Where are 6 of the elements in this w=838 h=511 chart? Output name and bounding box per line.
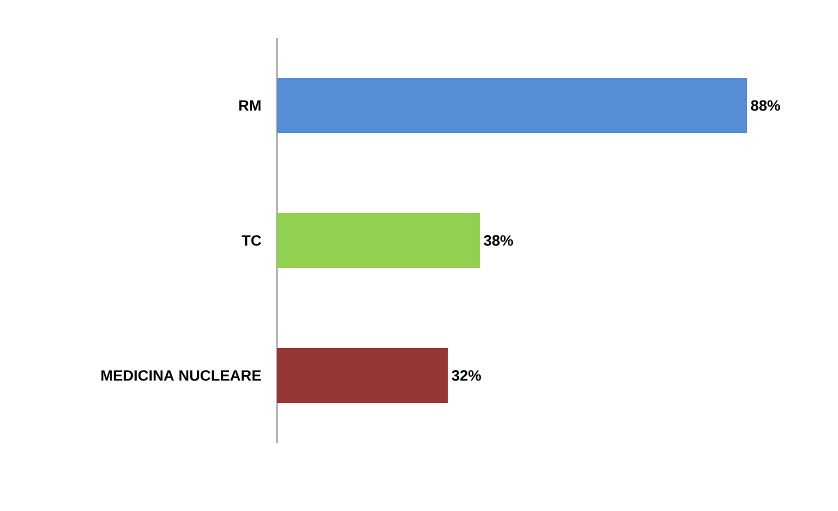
y-tick-label: MEDICINA NUCLEARE (101, 370, 261, 381)
data-label: 32% (452, 370, 481, 381)
data-label: 38% (484, 235, 513, 246)
y-tick-label: RM (239, 100, 260, 111)
data-label: 88% (750, 100, 780, 111)
y-tick-label: TC (242, 235, 262, 246)
